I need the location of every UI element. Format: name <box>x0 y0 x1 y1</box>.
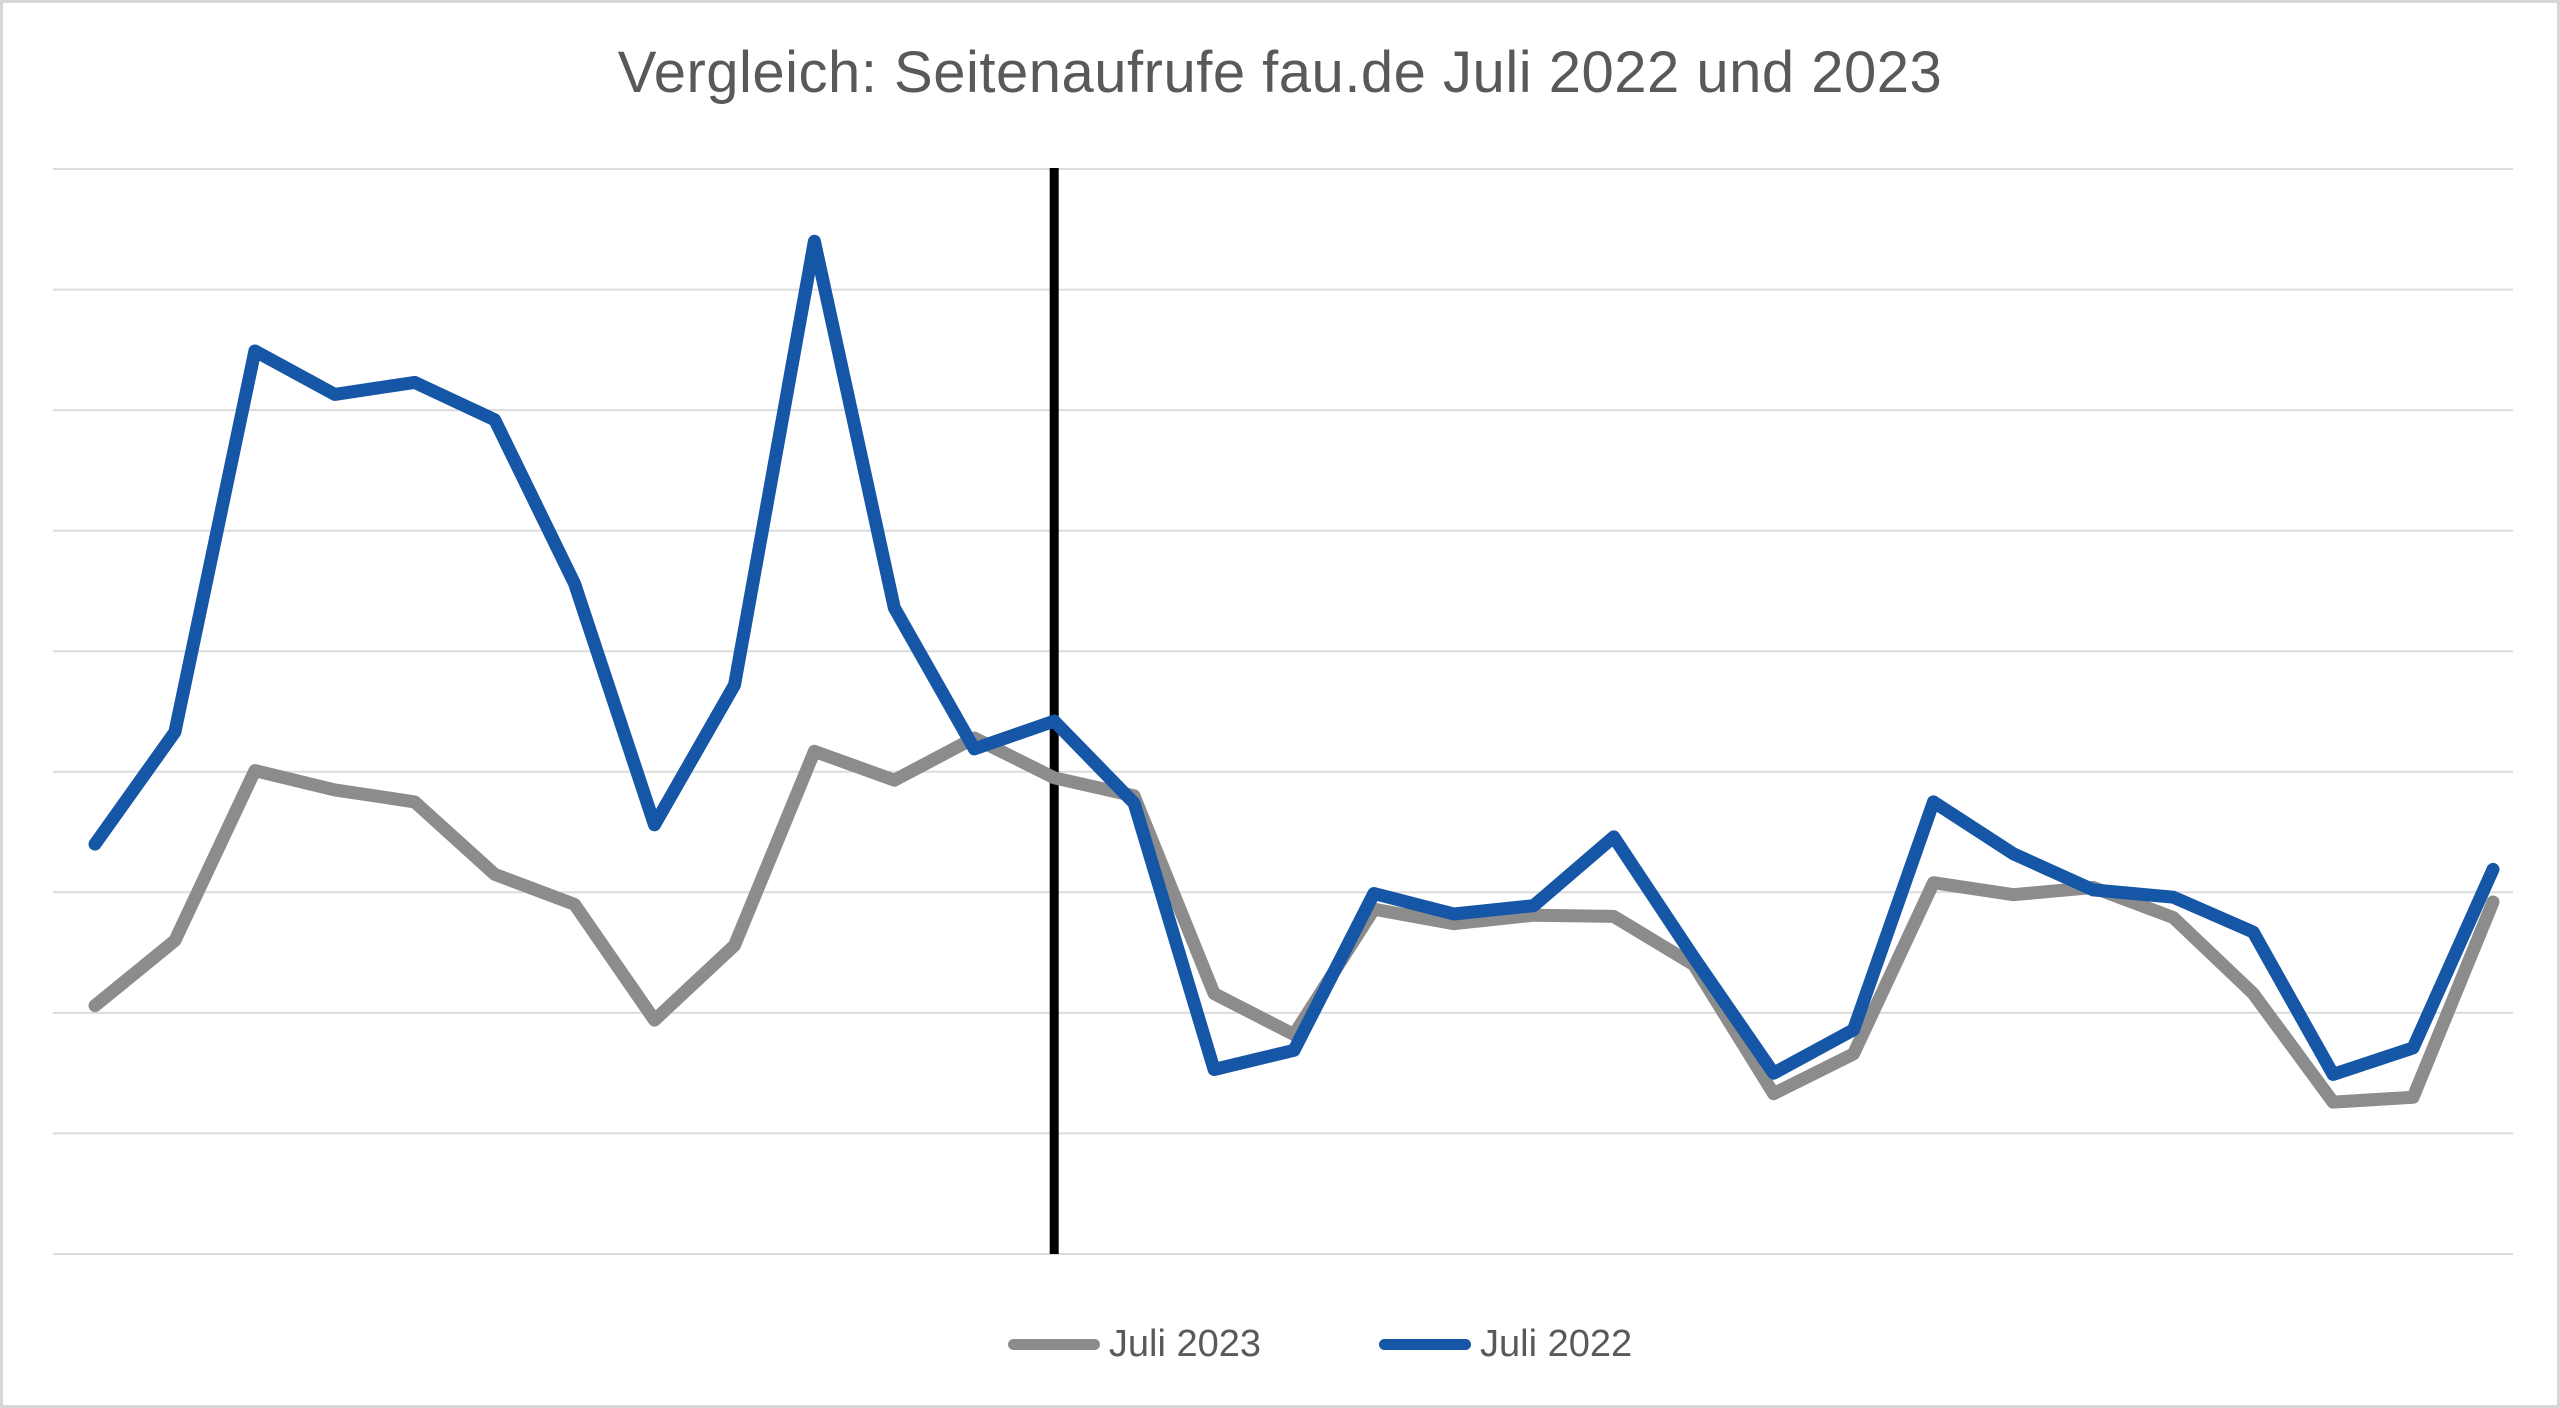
legend-item-juli-2022: Juli 2022 <box>1379 1321 1632 1367</box>
chart-canvas <box>53 168 2513 1255</box>
chart-title: Vergleich: Seitenaufrufe fau.de Juli 202… <box>617 40 1943 105</box>
juli-2022-line <box>88 234 2500 1081</box>
legend-item-juli-2023: Juli 2023 <box>1007 1321 1261 1367</box>
plot-area <box>53 168 2513 1255</box>
legend-label-juli-2022: Juli 2022 <box>1480 1323 1633 1365</box>
juli-2023-line-swatch-icon <box>1007 1338 1100 1350</box>
legend: Juli 2023 Juli 2022 <box>3 1321 2557 1367</box>
legend-label-juli-2023: Juli 2023 <box>1108 1323 1261 1365</box>
juli-2022-line-swatch-icon <box>1379 1338 1471 1350</box>
